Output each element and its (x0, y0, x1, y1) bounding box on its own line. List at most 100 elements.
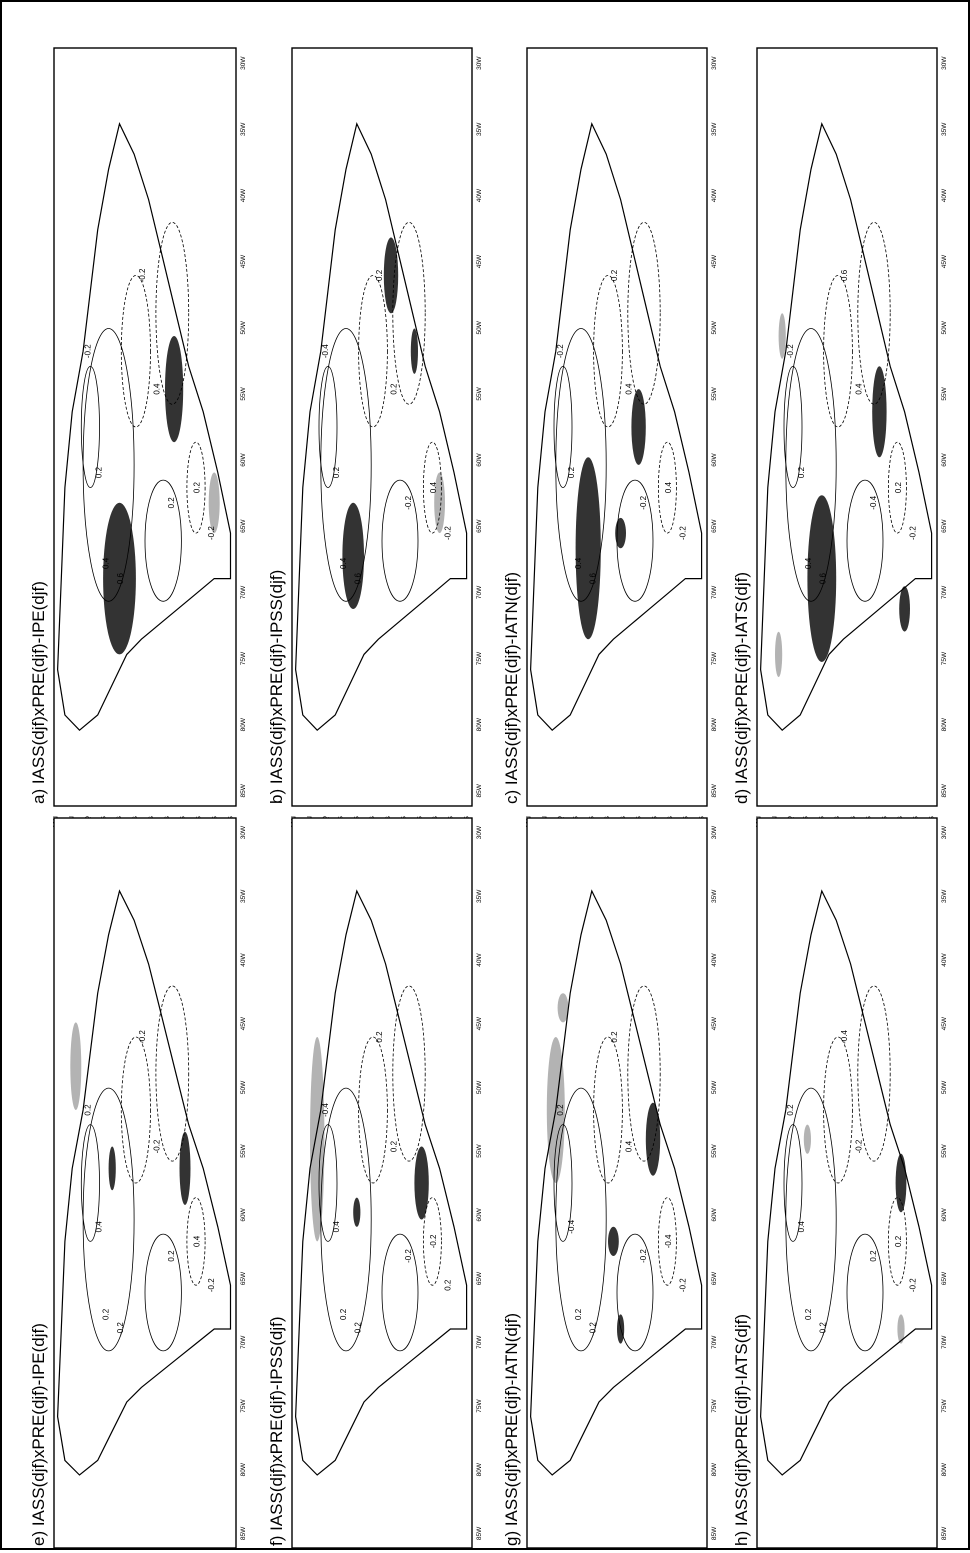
contour-label: -0.2 (678, 1278, 687, 1292)
positive-significant-area (414, 1146, 429, 1220)
positive-significant-area (103, 502, 136, 655)
map-panel-c: 0.40.60.2-0.20.4-0.20.20.4-0.210N5NEQ5S1… (502, 47, 718, 828)
contour-label: -0.4 (321, 344, 330, 358)
contour-label: 0.2 (894, 481, 903, 493)
contour-label: 0.2 (102, 1308, 111, 1320)
positive-significant-area (872, 366, 887, 458)
lon-tick-label: 70W (711, 585, 718, 599)
contour-label: 0.4 (339, 557, 348, 569)
lon-tick-label: 55W (240, 1144, 247, 1158)
lon-tick-label: 80W (711, 717, 718, 731)
lon-tick-label: 65W (941, 1271, 948, 1285)
contour-line (120, 275, 151, 428)
contour-label: -0.4 (840, 1030, 849, 1044)
map-panel-d: 0.40.60.2-0.20.4-0.40.60.2-0.210N5NEQ5S1… (732, 47, 948, 828)
contour-line (553, 1124, 573, 1242)
contour-line (658, 1197, 677, 1286)
lon-tick-label: 70W (941, 585, 948, 599)
map-panel-g: 0.2-0.2-0.40.20.4-0.20.2-0.4-0.210N5NEQ5… (502, 817, 718, 1549)
contour-line (846, 1233, 884, 1352)
contour-label: 0.2 (443, 1279, 452, 1291)
contour-label: 0.2 (567, 466, 576, 478)
lon-tick-label: 80W (476, 1462, 483, 1476)
lon-tick-label: 35W (476, 889, 483, 903)
lon-tick-label: 30W (240, 825, 247, 839)
lon-tick-label: 55W (476, 386, 483, 400)
map-panel-f: 0.2-0.20.4-0.40.2-0.20.2-0.20.210N5NEQ5S… (267, 817, 483, 1549)
lon-tick-label: 30W (476, 825, 483, 839)
lon-tick-label: 50W (711, 1080, 718, 1094)
contour-line (392, 221, 426, 405)
lon-tick-label: 35W (941, 122, 948, 136)
positive-significant-area (575, 457, 601, 640)
contour-label: 0.6 (840, 269, 849, 281)
lon-tick-label: 30W (941, 825, 948, 839)
lon-tick-label: 45W (711, 1016, 718, 1030)
lon-tick-label: 30W (711, 825, 718, 839)
lon-tick-label: 45W (941, 254, 948, 268)
panel-title: a) IASS(djf)xPRE(djf)-IPE(djf) (29, 581, 48, 804)
coastline (529, 122, 703, 732)
lon-tick-label: 30W (476, 56, 483, 70)
lon-tick-label: 60W (711, 1207, 718, 1221)
contour-label: 0.6 (588, 572, 597, 584)
lon-tick-label: 55W (476, 1144, 483, 1158)
lon-tick-label: 50W (711, 320, 718, 334)
lon-tick-label: 85W (941, 783, 948, 797)
lon-tick-label: 40W (711, 952, 718, 966)
negative-significant-area (434, 472, 445, 534)
contour-label: 0.4 (624, 383, 633, 395)
contour-line (783, 365, 803, 488)
lon-tick-label: 85W (476, 1526, 483, 1540)
contour-label: -0.2 (678, 526, 687, 540)
lon-tick-label: 65W (240, 519, 247, 533)
contour-line (616, 1233, 654, 1352)
contour-label: 0.6 (353, 572, 362, 584)
contour-label: 0.2 (389, 383, 398, 395)
lon-tick-label: 55W (240, 386, 247, 400)
lon-tick-label: 40W (941, 188, 948, 202)
lon-tick-label: 60W (941, 453, 948, 467)
contour-line (422, 441, 442, 534)
contour-line (857, 221, 891, 405)
contour-label: 0.2 (193, 481, 202, 493)
positive-significant-area (645, 1102, 661, 1176)
contour-label: -0.2 (83, 344, 92, 358)
lon-tick-label: 85W (711, 783, 718, 797)
panel-title: e) IASS(djf)xPRE(djf)-IPE(djf) (29, 1323, 48, 1546)
panel-title: h) IASS(djf)xPRE(djf)-IATS(djf) (732, 1314, 751, 1546)
contour-label: 0.2 (869, 1250, 878, 1262)
lon-tick-label: 50W (240, 1080, 247, 1094)
contour-label: 0.2 (94, 466, 103, 478)
lon-tick-label: 55W (941, 1144, 948, 1158)
contour-line (381, 479, 419, 602)
lon-tick-label: 70W (476, 1335, 483, 1349)
lon-tick-label: 45W (476, 254, 483, 268)
positive-significant-area (895, 1153, 907, 1213)
contour-label: -0.2 (404, 495, 413, 509)
lon-tick-label: 30W (240, 56, 247, 70)
contour-label: 0.2 (375, 1031, 384, 1043)
map-panel-a: 0.40.60.2-0.20.40.2-0.20.2-0.210N5NEQ5S1… (29, 47, 247, 828)
contour-label: -0.4 (567, 1219, 576, 1233)
lon-tick-label: 55W (941, 386, 948, 400)
contour-line (186, 441, 206, 534)
positive-significant-area (179, 1131, 191, 1205)
contour-label: -0.2 (639, 495, 648, 509)
contour-label: 0.2 (332, 466, 341, 478)
contour-label: 0.2 (167, 1250, 176, 1262)
contour-line (823, 275, 853, 428)
lon-tick-label: 50W (476, 320, 483, 334)
lon-tick-label: 80W (941, 1462, 948, 1476)
lon-tick-label: 35W (476, 122, 483, 136)
lon-tick-label: 65W (711, 519, 718, 533)
contour-line (358, 1036, 388, 1184)
positive-significant-area (383, 237, 399, 314)
contour-line (318, 1124, 338, 1242)
lon-tick-label: 50W (941, 1080, 948, 1094)
lon-tick-label: 60W (941, 1207, 948, 1221)
lon-tick-label: 40W (240, 188, 247, 202)
lon-tick-label: 35W (711, 122, 718, 136)
lon-tick-label: 35W (240, 122, 247, 136)
